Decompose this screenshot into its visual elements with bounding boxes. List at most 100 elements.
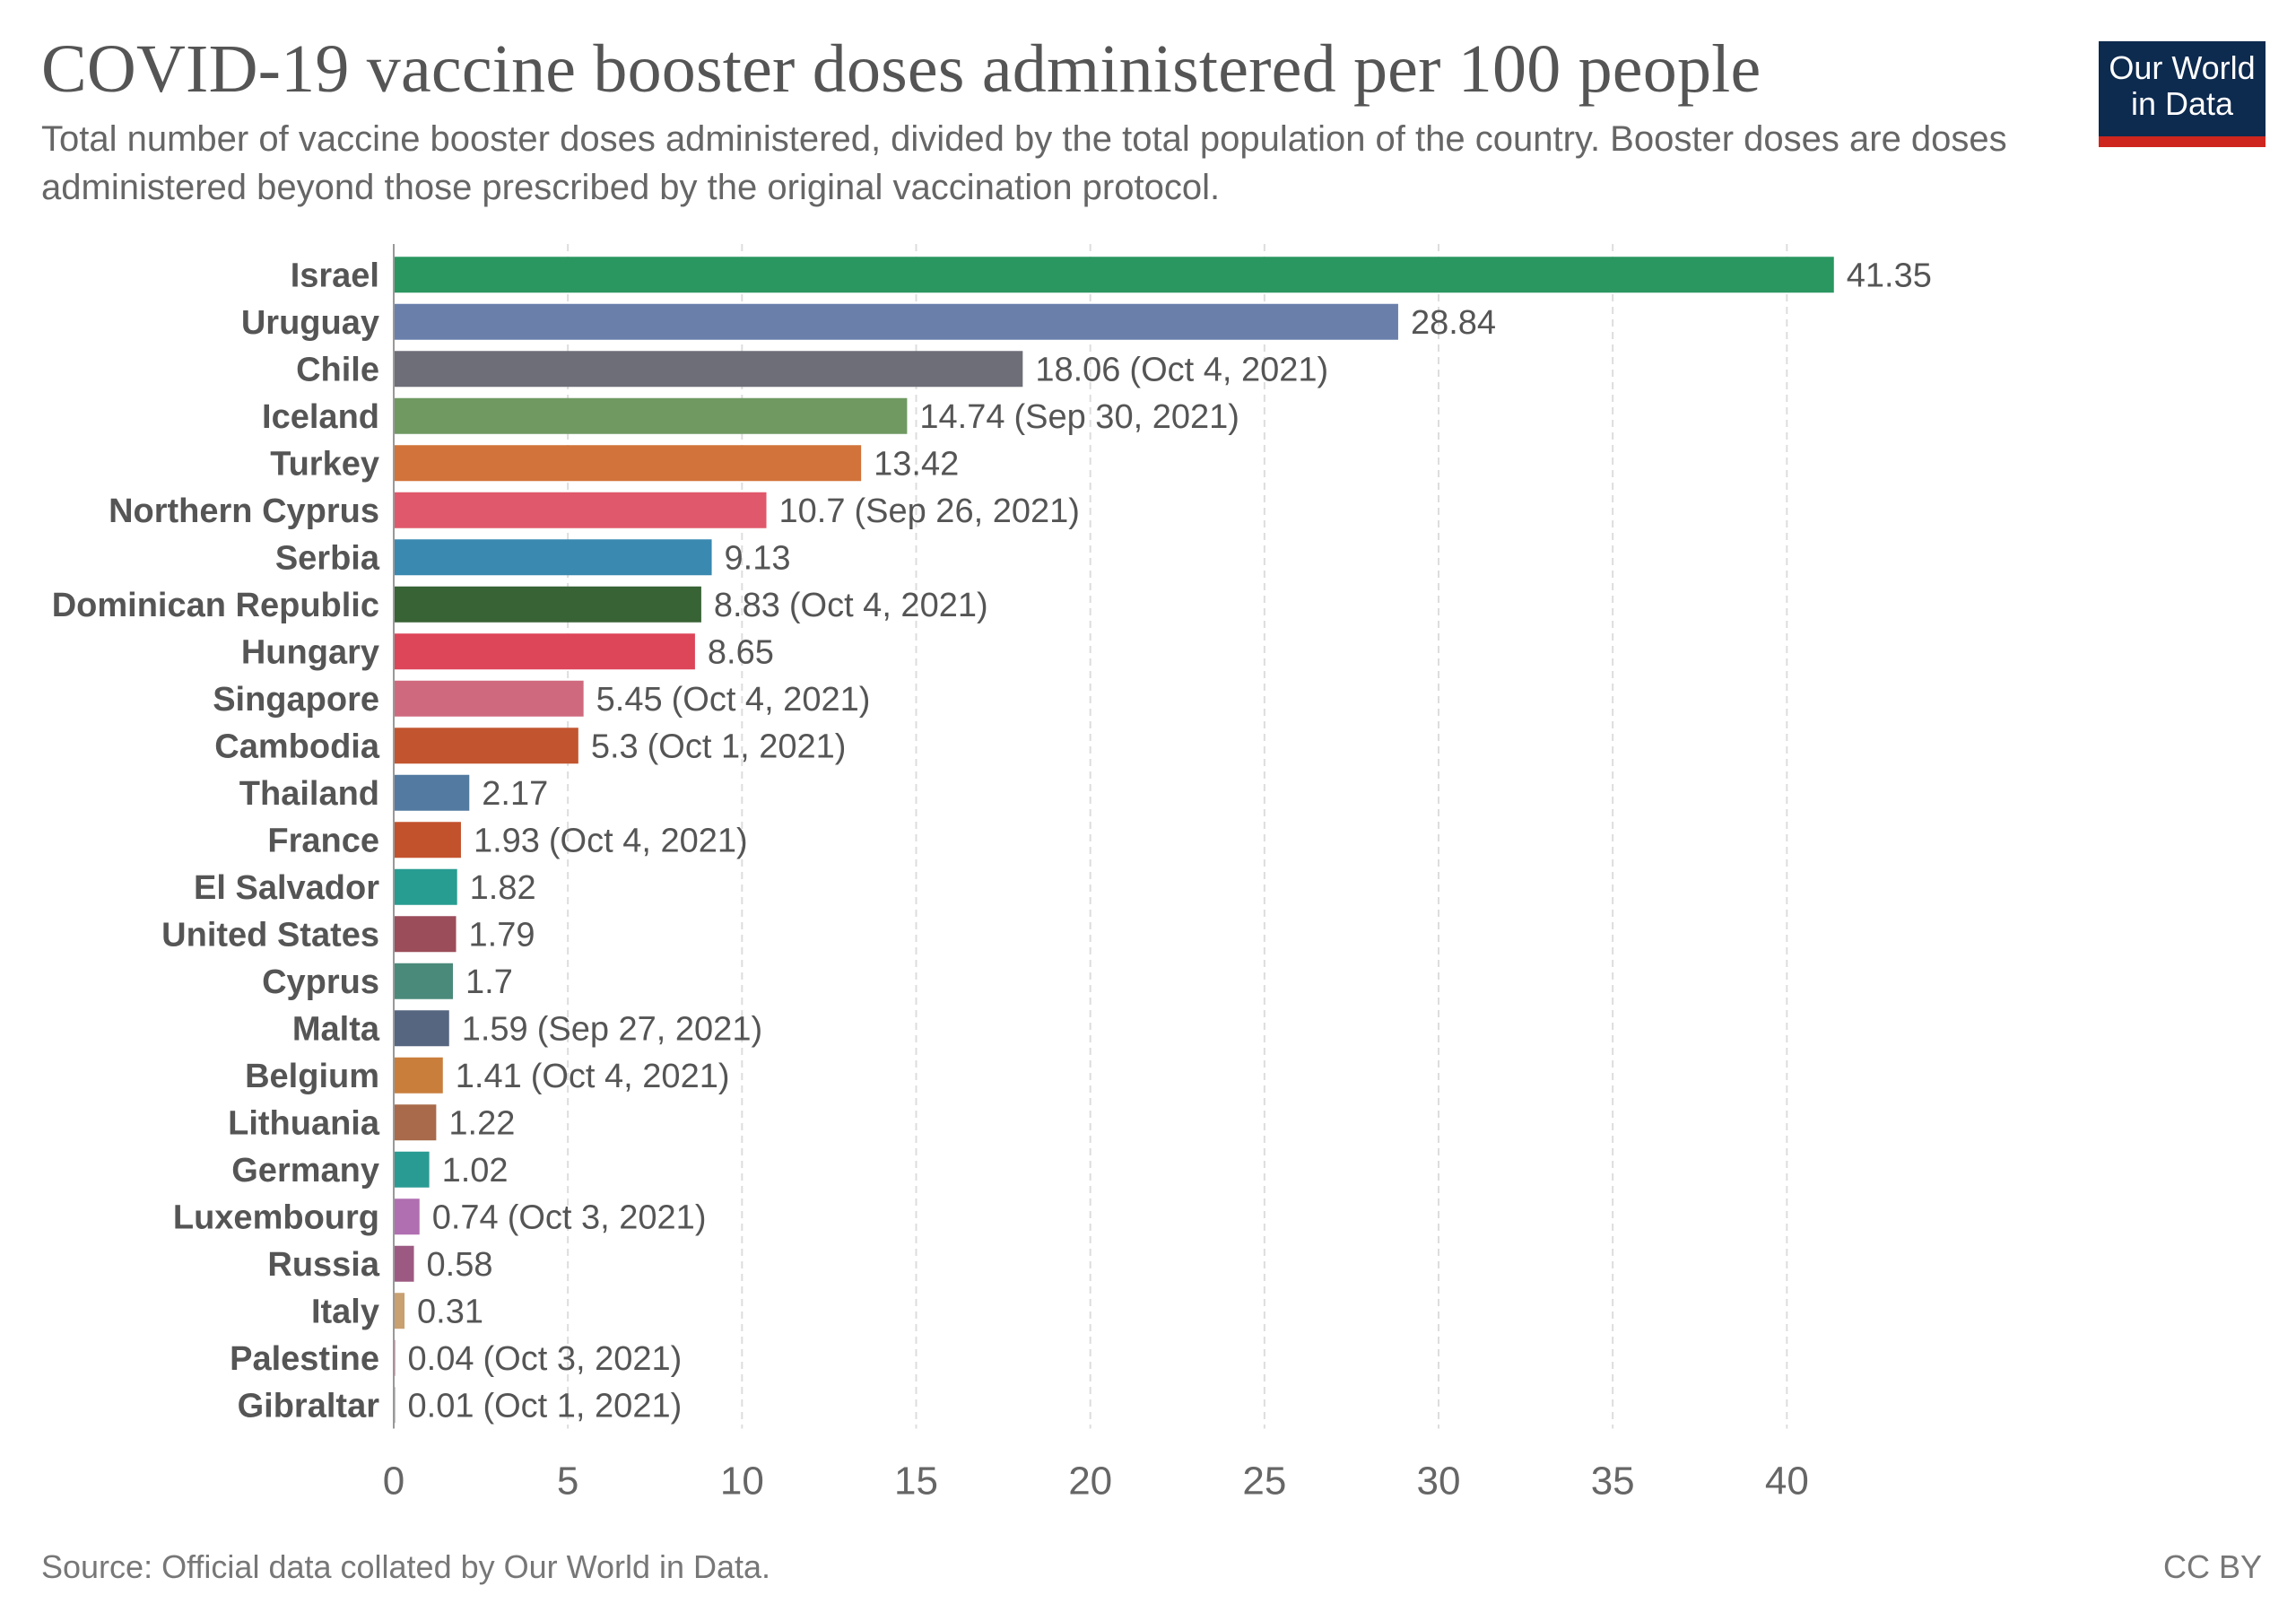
grid-lines [567, 244, 1788, 1429]
bar[interactable] [394, 1010, 449, 1047]
value-number: 1.7 [465, 963, 513, 1001]
value-label: 9.13 [725, 539, 791, 577]
bar[interactable] [394, 445, 862, 482]
owid-logo[interactable]: Our World in Data [2099, 41, 2266, 147]
bar[interactable] [394, 1104, 437, 1141]
bar[interactable] [394, 492, 767, 528]
category-label[interactable]: Palestine [230, 1340, 379, 1378]
value-label: 1.59 (Sep 27, 2021) [462, 1010, 762, 1048]
bar[interactable] [394, 586, 701, 623]
category-label[interactable]: Israel [291, 257, 379, 294]
bar[interactable] [394, 303, 1398, 340]
bar[interactable] [394, 774, 470, 811]
value-label: 0.04 (Oct 3, 2021) [408, 1340, 683, 1378]
x-tick-label: 25 [1242, 1460, 1286, 1503]
x-tick-label: 10 [720, 1460, 764, 1503]
license-link[interactable]: CC BY [2162, 1548, 2262, 1585]
category-label[interactable]: El Salvador [194, 869, 379, 907]
category-label[interactable]: Singapore [213, 681, 379, 719]
value-number: 14.74 [919, 398, 1004, 436]
value-date-note: (Sep 26, 2021) [854, 492, 1079, 530]
category-label[interactable]: Belgium [245, 1058, 379, 1095]
category-label[interactable]: Dominican Republic [52, 587, 379, 624]
x-tick-label: 35 [1591, 1460, 1635, 1503]
value-label: 2.17 [482, 775, 548, 813]
category-label[interactable]: Italy [311, 1293, 379, 1330]
x-tick-label: 0 [383, 1460, 404, 1503]
value-date-note: (Oct 4, 2021) [549, 822, 748, 859]
value-number: 8.83 [714, 587, 780, 624]
chart-title: COVID-19 vaccine booster doses administe… [41, 31, 1761, 107]
category-label[interactable]: Gibraltar [238, 1387, 380, 1425]
category-label[interactable]: France [267, 822, 379, 859]
category-label[interactable]: Russia [267, 1246, 379, 1284]
value-number: 13.42 [874, 445, 959, 483]
value-number: 1.02 [442, 1152, 509, 1190]
source-note[interactable]: Source: Official data collated by Our Wo… [41, 1548, 771, 1585]
bar[interactable] [394, 822, 461, 858]
bar[interactable] [394, 963, 454, 999]
bar[interactable] [394, 1293, 405, 1329]
value-label: 1.02 [442, 1152, 509, 1190]
bar[interactable] [394, 728, 578, 764]
category-label[interactable]: United States [161, 916, 379, 954]
category-label[interactable]: Malta [292, 1010, 380, 1048]
logo-line-2: in Data [2130, 85, 2234, 122]
x-axis: 0 5 10 15 20 25 30 35 40 [383, 244, 1809, 1503]
bar[interactable] [394, 1057, 443, 1094]
category-label[interactable]: Thailand [239, 775, 379, 813]
bar[interactable] [394, 680, 584, 717]
bar[interactable] [394, 257, 1834, 293]
value-label: 0.31 [417, 1293, 483, 1330]
value-label: 1.93 (Oct 4, 2021) [474, 822, 748, 859]
value-number: 0.01 [408, 1387, 474, 1425]
value-label: 41.35 [1847, 257, 1932, 294]
value-number: 0.58 [427, 1246, 493, 1284]
bar[interactable] [394, 351, 1023, 388]
x-tick-label: 30 [1417, 1460, 1461, 1503]
category-label[interactable]: Serbia [275, 539, 380, 577]
bar-chart: Israel Uruguay Chile Iceland Turkey Northern … [52, 244, 1932, 1503]
value-number: 0.74 [432, 1198, 499, 1236]
bar[interactable] [394, 1151, 430, 1188]
x-tick-label: 15 [894, 1460, 938, 1503]
bar[interactable] [394, 1198, 420, 1235]
bar[interactable] [394, 633, 695, 670]
value-label: 0.01 (Oct 1, 2021) [408, 1387, 683, 1425]
category-label[interactable]: Uruguay [241, 304, 379, 342]
category-label[interactable]: Cyprus [262, 963, 379, 1001]
category-label[interactable]: Chile [296, 351, 379, 388]
category-label[interactable]: Northern Cyprus [109, 492, 379, 530]
value-label: 1.22 [448, 1104, 515, 1142]
value-date-note: (Oct 3, 2021) [483, 1340, 683, 1378]
value-date-note: (Oct 4, 2021) [531, 1058, 730, 1095]
value-date-note: (Oct 1, 2021) [648, 728, 847, 765]
category-label[interactable]: Turkey [270, 445, 379, 483]
bar[interactable] [394, 1245, 414, 1282]
value-label: 1.82 [470, 869, 536, 907]
value-number: 1.22 [448, 1104, 515, 1142]
category-label[interactable]: Hungary [241, 633, 379, 671]
category-label[interactable]: Lithuania [228, 1104, 380, 1142]
category-label[interactable]: Iceland [262, 398, 379, 436]
value-number: 10.7 [779, 492, 846, 530]
value-label: 1.79 [469, 916, 535, 954]
value-date-note: (Sep 30, 2021) [1013, 398, 1239, 436]
bar[interactable] [394, 397, 908, 434]
value-date-note: (Oct 4, 2021) [672, 681, 871, 719]
category-label[interactable]: Germany [231, 1152, 379, 1190]
value-number: 8.65 [708, 633, 774, 671]
value-label: 5.45 (Oct 4, 2021) [596, 681, 871, 719]
value-label: 28.84 [1411, 304, 1496, 342]
category-label[interactable]: Cambodia [214, 728, 380, 765]
value-number: 2.17 [482, 775, 548, 813]
category-label[interactable]: Luxembourg [173, 1198, 379, 1236]
value-date-note: (Sep 27, 2021) [537, 1010, 762, 1048]
bar[interactable] [394, 539, 712, 576]
bar[interactable] [394, 868, 457, 905]
value-number: 9.13 [725, 539, 791, 577]
x-tick-label: 40 [1765, 1460, 1809, 1503]
value-date-note: (Oct 1, 2021) [483, 1387, 682, 1425]
bar[interactable] [394, 916, 457, 953]
